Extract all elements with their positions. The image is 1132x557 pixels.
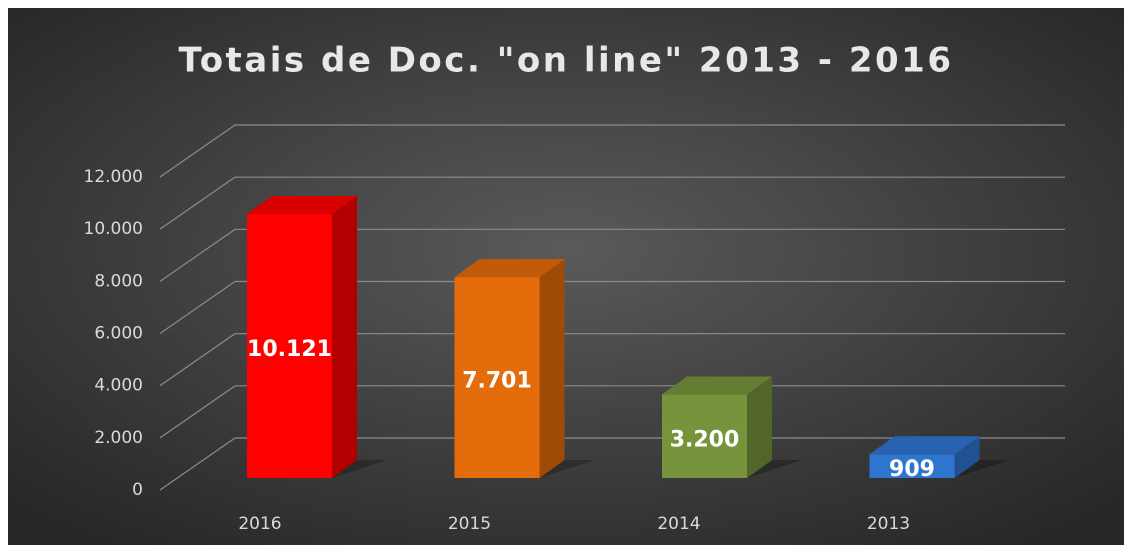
bars: 10.121 7.701 3.200 909 <box>247 196 1010 482</box>
bar <box>454 277 540 478</box>
bar-side <box>747 376 772 478</box>
x-tick-label: 2014 <box>657 514 700 534</box>
bar-top-shade <box>869 436 980 455</box>
grid-line <box>159 385 236 439</box>
bar-top-shade <box>247 196 357 215</box>
bar-top-shade <box>662 376 772 395</box>
bar-top <box>869 436 980 455</box>
bar <box>662 394 747 478</box>
grid-line <box>159 437 236 491</box>
x-tick-label: 2015 <box>448 514 491 534</box>
bar-top <box>454 259 565 278</box>
y-tick-label: 8.000 <box>94 271 143 291</box>
data-label: 3.200 <box>670 427 740 452</box>
chart-title: Totais de Doc. "on line" 2013 - 2016 <box>179 41 954 81</box>
grid-line <box>159 124 236 178</box>
bar-top <box>247 196 357 215</box>
bar-side-shade <box>332 196 357 478</box>
grid-line <box>159 281 236 334</box>
bar-side <box>539 259 565 478</box>
bar <box>247 214 332 478</box>
y-tick-label: 0 <box>132 480 143 500</box>
x-tick-label: 2016 <box>238 514 281 534</box>
grid-line <box>159 176 236 230</box>
grid-line <box>159 228 236 282</box>
grid-line <box>159 333 236 387</box>
data-label: 909 <box>889 457 935 482</box>
bar <box>869 454 955 478</box>
data-label: 10.121 <box>247 337 332 362</box>
grid <box>159 124 1065 491</box>
y-tick-label: 4.000 <box>94 376 143 396</box>
data-label: 7.701 <box>462 369 532 394</box>
bar-side <box>954 436 980 478</box>
bar-top-shade <box>454 259 565 278</box>
y-tick-label: 12.000 <box>84 167 143 187</box>
y-tick-label: 10.000 <box>84 219 143 239</box>
x-tick-label: 2013 <box>867 514 910 534</box>
bar-side-shade <box>954 436 980 478</box>
bar-side-shade <box>539 259 565 478</box>
bar-side <box>332 196 357 478</box>
bar-top <box>662 376 772 395</box>
y-tick-label: 2.000 <box>94 428 143 448</box>
bar-side-shade <box>747 376 772 478</box>
y-tick-label: 6.000 <box>94 324 143 344</box>
